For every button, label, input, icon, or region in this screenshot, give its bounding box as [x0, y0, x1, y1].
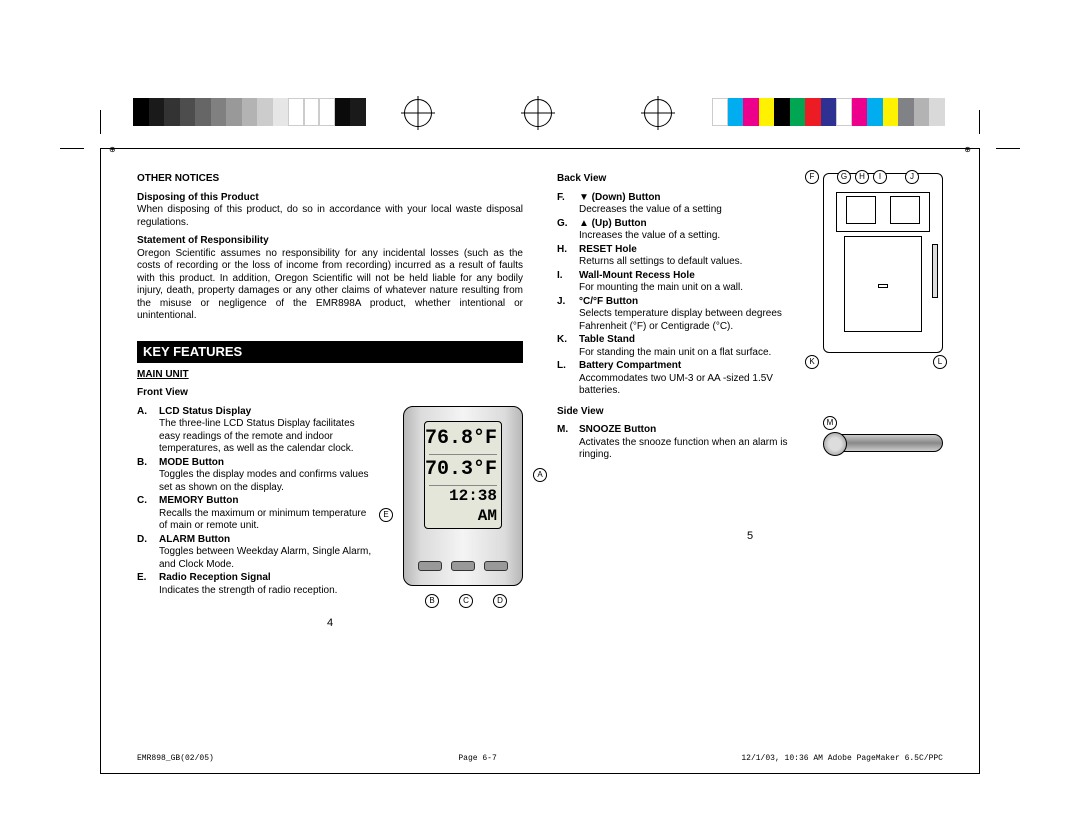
- lcd-line-2: 70.3°F: [429, 455, 497, 486]
- other-notices-heading: OTHER NOTICES: [137, 173, 523, 186]
- callout-d: D: [493, 594, 507, 608]
- device-back-illustration: [823, 173, 943, 353]
- responsibility-title: Statement of Responsibility: [137, 235, 269, 246]
- callout-e: E: [379, 508, 393, 522]
- disposing-title: Disposing of this Product: [137, 192, 259, 203]
- callout-a: A: [533, 468, 547, 482]
- footer: EMR898_GB(02/05) Page 6-7 12/1/03, 10:36…: [137, 754, 943, 763]
- feature-item: J.°C/°F ButtonSelects temperature displa…: [557, 296, 807, 334]
- color-bar-right: [712, 98, 945, 126]
- right-column: Back View F.▼ (Down) ButtonDecreases the…: [557, 173, 943, 631]
- feature-item: E.Radio Reception SignalIndicates the st…: [137, 572, 375, 597]
- reg-mark-3: [644, 99, 672, 127]
- feature-item: G.▲ (Up) ButtonIncreases the value of a …: [557, 218, 807, 243]
- callout-f: F: [805, 170, 819, 184]
- feature-item: K.Table StandFor standing the main unit …: [557, 334, 807, 359]
- feature-item: C.MEMORY ButtonRecalls the maximum or mi…: [137, 495, 375, 533]
- side-view-heading: Side View: [557, 406, 943, 419]
- reg-mark-2: [524, 99, 552, 127]
- callout-k: K: [805, 355, 819, 369]
- callout-j: J: [905, 170, 919, 184]
- left-column: OTHER NOTICES Disposing of this Product …: [137, 173, 523, 631]
- feature-item: L.Battery CompartmentAccommodates two UM…: [557, 360, 807, 398]
- front-view-heading: Front View: [137, 387, 523, 400]
- feature-item: F.▼ (Down) ButtonDecreases the value of …: [557, 192, 807, 217]
- callout-m: M: [823, 416, 837, 430]
- footer-doc-id: EMR898_GB(02/05): [137, 754, 214, 763]
- device-side-illustration: [823, 424, 943, 462]
- callout-g: G: [837, 170, 851, 184]
- footer-meta: 12/1/03, 10:36 AM Adobe PageMaker 6.5C/P…: [741, 754, 943, 763]
- footer-page: Page 6-7: [458, 754, 496, 763]
- responsibility-body: Oregon Scientific assumes no responsibil…: [137, 248, 523, 322]
- callout-b: B: [425, 594, 439, 608]
- page-number-right: 5: [557, 530, 943, 544]
- reg-mark-1: [404, 99, 432, 127]
- feature-item: M.SNOOZE ButtonActivates the snooze func…: [557, 424, 807, 462]
- page-number-left: 4: [137, 617, 523, 631]
- disposing-body: When disposing of this product, do so in…: [137, 204, 523, 228]
- callout-l: L: [933, 355, 947, 369]
- feature-item: D.ALARM ButtonToggles between Weekday Al…: [137, 534, 375, 572]
- lcd-line-1: 76.8°F: [429, 424, 497, 455]
- feature-item: A.LCD Status DisplayThe three-line LCD S…: [137, 406, 375, 456]
- lcd-display-illustration: 76.8°F 70.3°F 12:38 AM: [424, 421, 502, 529]
- key-features-heading: KEY FEATURES: [137, 341, 523, 363]
- lcd-line-3: 12:38 AM: [429, 486, 497, 526]
- color-bar-left: [133, 98, 366, 126]
- feature-item: B.MODE ButtonToggles the display modes a…: [137, 457, 375, 495]
- callout-c: C: [459, 594, 473, 608]
- main-unit-heading: MAIN UNIT: [137, 369, 523, 382]
- callout-i: I: [873, 170, 887, 184]
- device-front-illustration: 76.8°F 70.3°F 12:38 AM: [403, 406, 523, 586]
- feature-item: I.Wall-Mount Recess HoleFor mounting the…: [557, 270, 807, 295]
- page-frame: OTHER NOTICES Disposing of this Product …: [100, 148, 980, 774]
- feature-item: H.RESET HoleReturns all settings to defa…: [557, 244, 807, 269]
- callout-h: H: [855, 170, 869, 184]
